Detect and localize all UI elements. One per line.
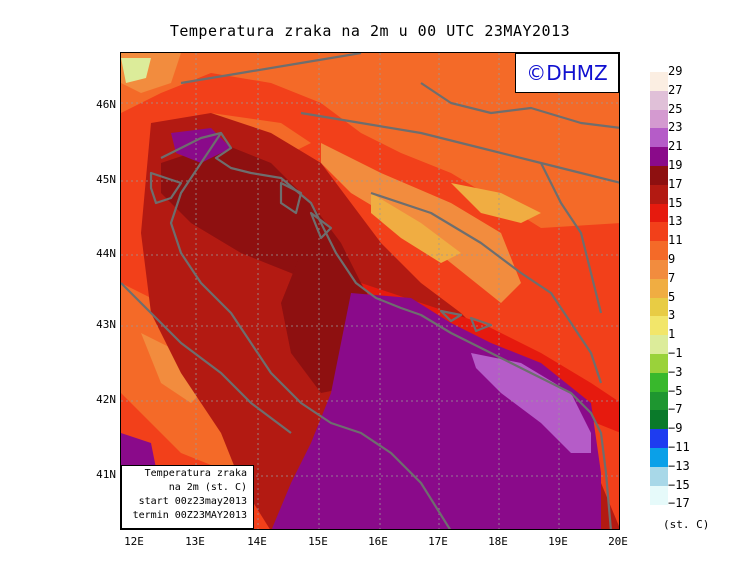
legend-label: −7 [668,402,683,417]
legend-swatch [650,128,668,148]
info-line-4: termin 00Z23MAY2013 [132,510,247,521]
info-line-1: Temperatura zraka [144,468,247,479]
legend-label: 17 [668,176,683,191]
legend-label: 13 [668,214,683,229]
legend-label: 9 [668,252,676,266]
legend-swatch [650,90,668,110]
legend-label: 3 [668,308,676,323]
legend-unit: (st. C) [663,518,710,531]
legend-label: 1 [668,327,676,342]
legend-label: −3 [668,364,683,379]
legend-label: 25 [668,101,683,116]
legend-label: 7 [668,270,676,285]
legend-swatch [650,354,668,373]
legend-swatch [650,297,668,317]
info-box: Temperatura zraka na 2m (st. C) start 00… [121,465,254,529]
lon-tick-18e: 18E [488,535,508,548]
lat-tick-43n: 43N [96,318,116,331]
legend-label: 5 [668,289,676,304]
lon-tick-16e: 16E [368,535,388,548]
legend-swatch [650,278,668,298]
legend-label: 27 [668,82,683,97]
legend-swatch [650,203,668,223]
legend-swatch [650,372,668,392]
map-title: Temperatura zraka na 2m u 00 UTC 23MAY20… [169,22,571,40]
lon-tick-17e: 17E [428,535,448,548]
legend-swatch [650,166,668,185]
info-line-3: start 00z23may2013 [138,496,247,507]
legend-swatch [650,222,668,242]
legend-swatch [650,466,668,486]
legend-label: −17 [668,496,690,511]
legend-label: −13 [668,458,690,473]
legend-swatch [650,147,668,167]
legend-label: −15 [668,477,690,492]
legend-swatch [650,109,668,129]
legend-swatch [650,184,668,204]
lat-tick-44n: 44N [96,247,116,260]
legend-swatch [650,335,668,355]
lat-tick-42n: 42N [96,393,116,406]
legend-swatch [650,260,668,279]
lat-tick-46n: 46N [96,98,116,111]
legend-label: −9 [668,421,683,436]
info-line-2: na 2m (st. C) [168,482,247,493]
legend-label: 23 [668,120,683,135]
legend-swatch [650,448,668,467]
lat-tick-45n: 45N [96,173,116,186]
lon-tick-20e: 20E [608,535,628,548]
lon-tick-19e: 19E [548,535,568,548]
legend-label: −5 [668,383,683,398]
legend-label: 11 [668,233,683,248]
lon-tick-14e: 14E [247,535,267,548]
legend-label: −1 [668,346,683,360]
temperature-map [120,52,620,530]
legend-label: 29 [668,64,683,78]
legend-label: 19 [668,158,683,172]
legend-swatch [650,485,668,505]
legend-swatch [650,72,668,91]
lon-tick-12e: 12E [124,535,144,548]
legend-label: −11 [668,440,690,454]
lat-tick-41n: 41N [96,468,116,481]
map-canvas [121,53,619,529]
legend-label: 15 [668,195,683,210]
legend-label: 21 [668,139,683,154]
legend-swatch [650,241,668,261]
dhmz-logo: ©DHMZ [515,53,619,93]
lon-tick-15e: 15E [308,535,328,548]
legend-swatch [650,410,668,430]
legend-swatch [650,316,668,336]
lon-tick-13e: 13E [185,535,205,548]
legend-swatch [650,429,668,449]
legend-swatch [650,391,668,411]
